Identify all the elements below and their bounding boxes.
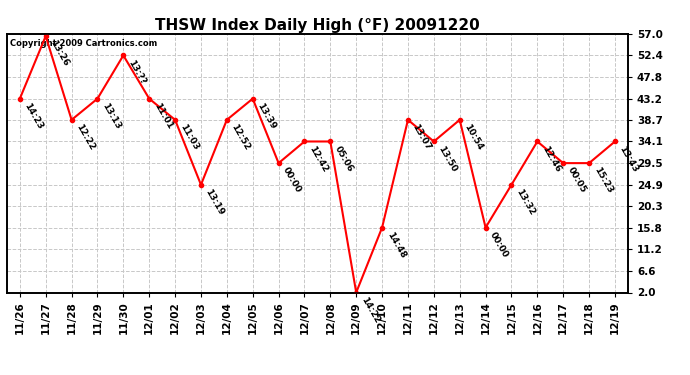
Text: 14:23: 14:23 bbox=[23, 102, 45, 131]
Text: 13:50: 13:50 bbox=[437, 144, 459, 174]
Text: Copyright 2009 Cartronics.com: Copyright 2009 Cartronics.com bbox=[10, 39, 157, 48]
Text: 12:22: 12:22 bbox=[75, 123, 97, 152]
Text: 13:43: 13:43 bbox=[618, 144, 640, 174]
Text: 05:06: 05:06 bbox=[333, 144, 355, 173]
Text: 13:13: 13:13 bbox=[100, 102, 122, 131]
Text: 13:26: 13:26 bbox=[48, 39, 70, 68]
Text: 12:42: 12:42 bbox=[307, 144, 329, 174]
Text: 13:07: 13:07 bbox=[411, 123, 433, 152]
Text: 12:52: 12:52 bbox=[230, 123, 252, 152]
Text: 10:54: 10:54 bbox=[462, 123, 484, 152]
Text: 11:01: 11:01 bbox=[152, 102, 174, 130]
Text: 13:39: 13:39 bbox=[255, 102, 277, 131]
Title: THSW Index Daily High (°F) 20091220: THSW Index Daily High (°F) 20091220 bbox=[155, 18, 480, 33]
Text: 13:32: 13:32 bbox=[514, 188, 536, 217]
Text: 00:00: 00:00 bbox=[489, 230, 510, 259]
Text: 13:??: 13:?? bbox=[126, 58, 147, 86]
Text: 00:05: 00:05 bbox=[566, 166, 588, 195]
Text: 12:46: 12:46 bbox=[540, 144, 562, 174]
Text: 14:48: 14:48 bbox=[385, 230, 407, 260]
Text: 15:23: 15:23 bbox=[592, 166, 614, 195]
Text: 00:00: 00:00 bbox=[282, 166, 303, 195]
Text: 13:19: 13:19 bbox=[204, 188, 226, 217]
Text: 11:03: 11:03 bbox=[178, 123, 200, 152]
Text: 14:22: 14:22 bbox=[359, 295, 381, 325]
